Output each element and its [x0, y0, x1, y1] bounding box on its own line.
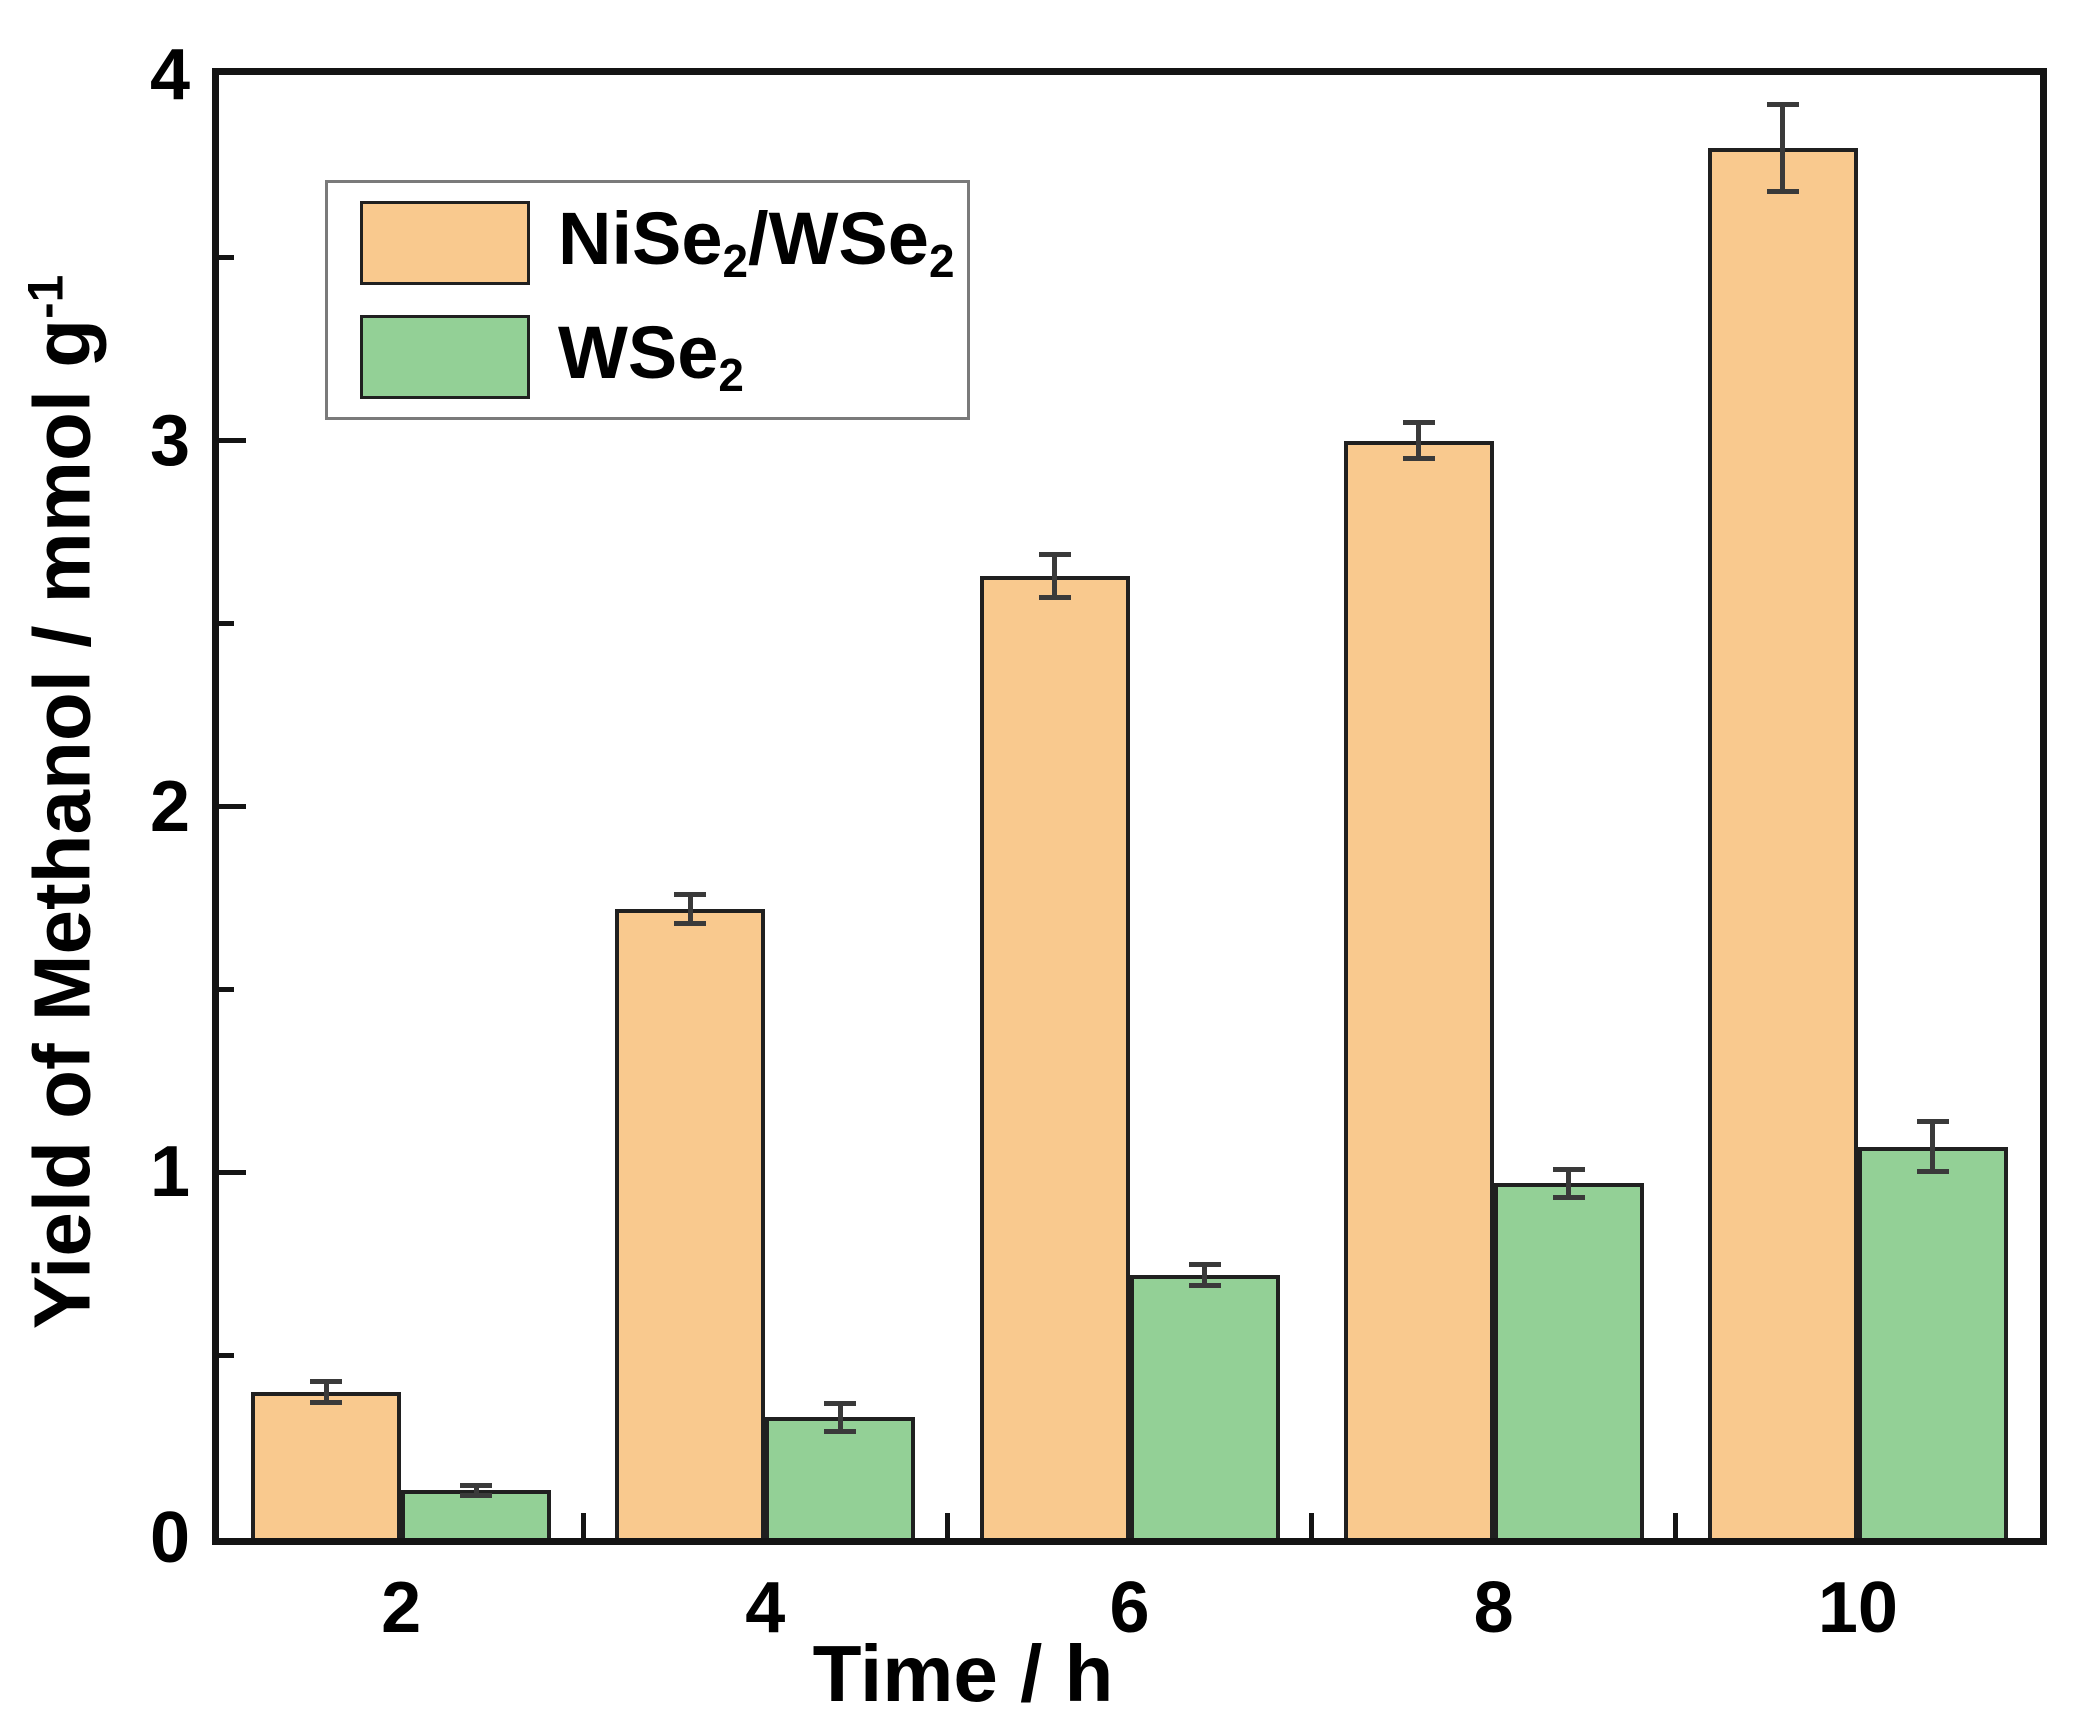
error-bar-line-nise2wse2-t6	[1052, 554, 1057, 598]
error-bar-cap-bottom-wse2-t2	[460, 1492, 493, 1498]
x-tick-label-2: 2	[381, 1568, 422, 1648]
bar-nise2wse2-t10	[1707, 148, 1858, 1538]
plot-area: NiSe2/WSe2 WSe2	[212, 68, 2047, 1545]
error-bar-line-nise2wse2-t2	[323, 1380, 329, 1403]
legend-label-nise2wse2: NiSe2/WSe2	[558, 201, 955, 287]
x-tick-label-10: 10	[1817, 1568, 1898, 1648]
x-boundary-tick	[580, 1513, 586, 1538]
bar-nise2wse2-t2	[251, 1391, 402, 1538]
error-bar-line-wse2-t8	[1566, 1168, 1572, 1198]
bar-wse2-t8	[1493, 1183, 1644, 1538]
x-tick-label-6: 6	[1109, 1568, 1150, 1648]
error-bar-cap-top-wse2-t8	[1552, 1166, 1585, 1172]
error-bar-cap-bottom-wse2-t10	[1916, 1169, 1949, 1175]
error-bar-line-wse2-t4	[837, 1402, 843, 1432]
y-major-tick	[219, 1169, 246, 1175]
legend-row-series2: WSe2	[360, 315, 967, 399]
legend: NiSe2/WSe2 WSe2	[325, 180, 970, 420]
error-bar-cap-bottom-wse2-t8	[1552, 1194, 1585, 1200]
bar-wse2-t10	[1857, 1146, 2008, 1538]
legend-swatch-wse2	[360, 315, 530, 399]
bar-nise2wse2-t8	[1343, 440, 1494, 1538]
error-bar-cap-bottom-wse2-t4	[824, 1428, 857, 1434]
y-tick-label-1: 1	[149, 1132, 190, 1213]
error-bar-cap-bottom-nise2wse2-t6	[1038, 595, 1071, 601]
subscript: 2	[928, 234, 955, 287]
error-bar-cap-top-nise2wse2-t10	[1766, 102, 1799, 108]
error-bar-cap-bottom-nise2wse2-t10	[1766, 189, 1799, 195]
error-bar-line-wse2-t6	[1202, 1263, 1207, 1286]
y-major-tick	[219, 438, 246, 444]
x-axis-title: Time / h	[813, 1634, 1114, 1714]
error-bar-cap-bottom-nise2wse2-t2	[310, 1399, 343, 1405]
bar-nise2wse2-t4	[615, 908, 766, 1538]
error-bar-cap-top-nise2wse2-t6	[1038, 552, 1071, 558]
x-tick-label-8: 8	[1473, 1568, 1514, 1648]
subscript: 2	[718, 348, 744, 401]
error-bar-line-nise2wse2-t4	[687, 894, 693, 924]
y-tick-label-2: 2	[149, 766, 190, 847]
legend-swatch-nise2wse2	[360, 201, 530, 285]
text-run: /WSe	[748, 196, 929, 280]
text-run: WSe	[558, 310, 719, 394]
error-bar-line-wse2-t2	[473, 1484, 479, 1496]
text-run: Time / h	[812, 1629, 1114, 1718]
bar-nise2wse2-t6	[979, 576, 1130, 1538]
y-tick-label-4: 4	[149, 35, 190, 115]
error-bar-cap-top-wse2-t6	[1188, 1261, 1221, 1267]
y-tick-label-3: 3	[149, 400, 190, 481]
x-boundary-tick	[1309, 1513, 1315, 1538]
y-minor-tick	[219, 621, 234, 627]
error-bar-cap-top-wse2-t4	[824, 1400, 857, 1406]
error-bar-cap-top-nise2wse2-t8	[1402, 420, 1435, 426]
y-minor-tick	[219, 986, 234, 992]
error-bar-cap-bottom-nise2wse2-t8	[1402, 456, 1435, 462]
legend-label-wse2: WSe2	[558, 315, 744, 401]
error-bar-line-nise2wse2-t8	[1416, 422, 1422, 460]
error-bar-cap-bottom-wse2-t6	[1188, 1282, 1221, 1288]
error-bar-cap-top-nise2wse2-t4	[674, 892, 707, 898]
error-bar-cap-top-wse2-t10	[1916, 1119, 1949, 1125]
error-bar-cap-bottom-nise2wse2-t4	[674, 920, 707, 926]
subscript: 2	[722, 234, 749, 287]
error-bar-line-nise2wse2-t10	[1780, 104, 1786, 193]
bar-wse2-t4	[765, 1417, 916, 1538]
bar-wse2-t2	[401, 1490, 552, 1538]
y-minor-tick	[219, 255, 234, 261]
x-boundary-tick	[944, 1513, 950, 1538]
x-boundary-tick	[1673, 1513, 1679, 1538]
y-minor-tick	[219, 1352, 234, 1358]
x-tick-label-4: 4	[745, 1568, 786, 1648]
error-bar-cap-top-nise2wse2-t2	[310, 1378, 343, 1384]
text-run: NiSe	[558, 196, 723, 280]
y-tick-label-0: 0	[149, 1498, 190, 1578]
error-bar-cap-top-wse2-t2	[460, 1482, 493, 1488]
y-major-tick	[219, 804, 246, 809]
bar-wse2-t6	[1129, 1274, 1280, 1538]
legend-row-series1: NiSe2/WSe2	[360, 201, 967, 285]
superscript: -1	[17, 274, 74, 319]
error-bar-line-wse2-t10	[1930, 1121, 1936, 1173]
